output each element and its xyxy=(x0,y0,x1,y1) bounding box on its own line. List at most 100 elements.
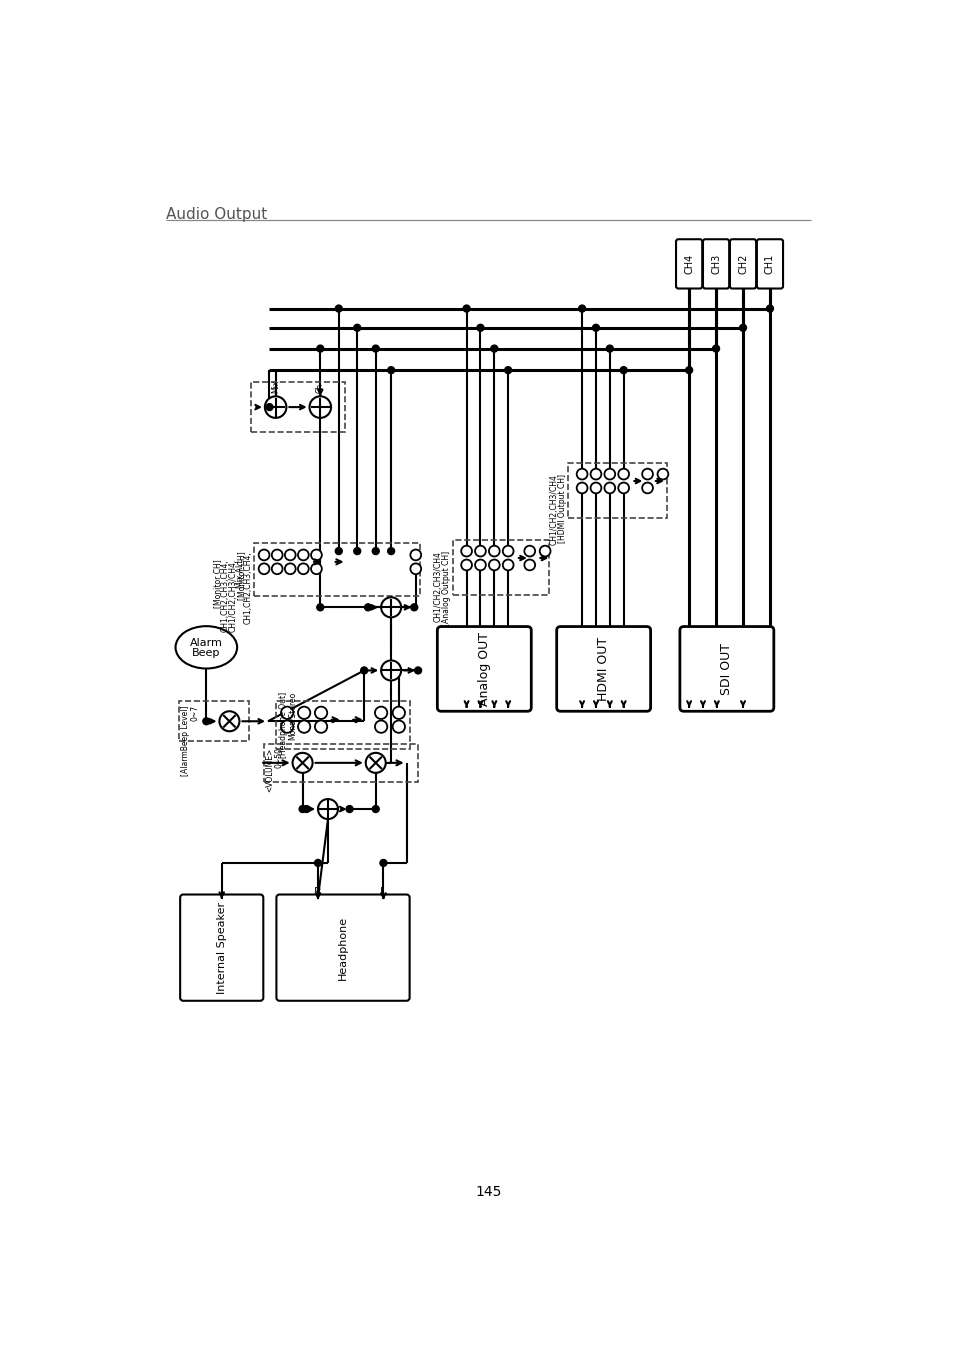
Text: Analog OUT: Analog OUT xyxy=(477,631,490,706)
FancyBboxPatch shape xyxy=(276,895,409,1000)
Circle shape xyxy=(281,707,293,719)
Text: Beep: Beep xyxy=(192,649,220,658)
Circle shape xyxy=(712,345,719,352)
Circle shape xyxy=(606,345,613,352)
Circle shape xyxy=(258,549,269,560)
Circle shape xyxy=(524,546,535,557)
Circle shape xyxy=(297,564,309,575)
Circle shape xyxy=(578,306,585,312)
Circle shape xyxy=(316,345,323,352)
Text: Audio Output: Audio Output xyxy=(166,207,267,222)
Circle shape xyxy=(317,799,337,819)
Text: Mono/Stereo: Mono/Stereo xyxy=(288,692,296,741)
Circle shape xyxy=(657,469,668,480)
Circle shape xyxy=(476,324,483,331)
Text: 0~7: 0~7 xyxy=(190,706,199,721)
Text: Headphone: Headphone xyxy=(337,915,348,980)
Circle shape xyxy=(314,860,321,867)
Circle shape xyxy=(685,366,692,373)
Text: Mix ALL: Mix ALL xyxy=(235,558,245,588)
FancyBboxPatch shape xyxy=(180,895,263,1000)
Text: SDI OUT: SDI OUT xyxy=(720,644,733,695)
Circle shape xyxy=(502,546,513,557)
Text: R: R xyxy=(314,887,321,898)
FancyBboxPatch shape xyxy=(676,239,701,288)
Text: 0~50: 0~50 xyxy=(274,748,284,768)
Text: [Analog Output CH]: [Analog Output CH] xyxy=(442,552,451,626)
Circle shape xyxy=(297,549,309,560)
Circle shape xyxy=(297,721,310,733)
Bar xyxy=(453,539,548,595)
Circle shape xyxy=(335,548,342,554)
Circle shape xyxy=(285,564,295,575)
Text: HDMI OUT: HDMI OUT xyxy=(597,637,610,700)
Circle shape xyxy=(460,546,472,557)
Circle shape xyxy=(592,324,598,331)
Circle shape xyxy=(387,366,395,373)
Text: Alarm: Alarm xyxy=(190,638,223,648)
Text: <VOLUME>: <VOLUME> xyxy=(265,748,274,792)
Text: CH1/CH2,CH3/CH4,: CH1/CH2,CH3/CH4, xyxy=(228,558,237,631)
Circle shape xyxy=(393,721,405,733)
Text: Ch: Ch xyxy=(315,383,324,393)
FancyBboxPatch shape xyxy=(679,626,773,711)
Circle shape xyxy=(524,560,535,571)
Circle shape xyxy=(372,548,378,554)
Ellipse shape xyxy=(175,626,237,668)
Circle shape xyxy=(488,560,499,571)
Circle shape xyxy=(335,306,342,312)
Circle shape xyxy=(379,860,387,867)
Circle shape xyxy=(281,721,293,733)
Circle shape xyxy=(372,345,378,352)
FancyBboxPatch shape xyxy=(702,239,728,288)
Circle shape xyxy=(387,548,395,554)
Bar xyxy=(253,544,419,596)
Circle shape xyxy=(375,707,387,719)
FancyBboxPatch shape xyxy=(436,626,531,711)
Bar xyxy=(264,744,417,781)
Circle shape xyxy=(393,707,405,719)
Text: [Monitor CH]: [Monitor CH] xyxy=(213,558,221,607)
Text: CH4: CH4 xyxy=(683,254,694,274)
Circle shape xyxy=(365,753,385,773)
Circle shape xyxy=(739,324,745,331)
Circle shape xyxy=(309,396,331,418)
Text: 145: 145 xyxy=(476,1186,501,1199)
FancyBboxPatch shape xyxy=(729,239,756,288)
Circle shape xyxy=(266,404,273,411)
Circle shape xyxy=(311,564,321,575)
Text: CH1/CH2,CH3/CH4: CH1/CH2,CH3/CH4 xyxy=(434,552,442,622)
Text: CH3: CH3 xyxy=(710,254,720,274)
Circle shape xyxy=(258,564,269,575)
Circle shape xyxy=(303,806,310,813)
Bar xyxy=(275,702,410,749)
Circle shape xyxy=(381,598,400,618)
Circle shape xyxy=(410,564,420,575)
Circle shape xyxy=(590,483,600,493)
FancyBboxPatch shape xyxy=(756,239,782,288)
Circle shape xyxy=(272,564,282,575)
Circle shape xyxy=(346,806,353,813)
Circle shape xyxy=(265,396,286,418)
Text: CH1: CH1 xyxy=(764,254,774,274)
Circle shape xyxy=(203,718,210,725)
Circle shape xyxy=(354,324,360,331)
Circle shape xyxy=(219,711,239,731)
Circle shape xyxy=(619,366,626,373)
Circle shape xyxy=(372,806,378,813)
Circle shape xyxy=(491,345,497,352)
Circle shape xyxy=(314,707,327,719)
Text: [Monitor CH]: [Monitor CH] xyxy=(237,552,246,600)
Circle shape xyxy=(641,483,652,493)
Circle shape xyxy=(381,660,400,680)
Text: CH2: CH2 xyxy=(738,254,747,274)
Circle shape xyxy=(539,546,550,557)
Circle shape xyxy=(314,721,327,733)
Text: [AlarmBeep Level]: [AlarmBeep Level] xyxy=(181,706,190,776)
Circle shape xyxy=(502,560,513,571)
Circle shape xyxy=(364,604,371,611)
Text: L: L xyxy=(380,887,386,898)
Circle shape xyxy=(590,469,600,480)
Circle shape xyxy=(360,667,367,673)
Circle shape xyxy=(285,549,295,560)
